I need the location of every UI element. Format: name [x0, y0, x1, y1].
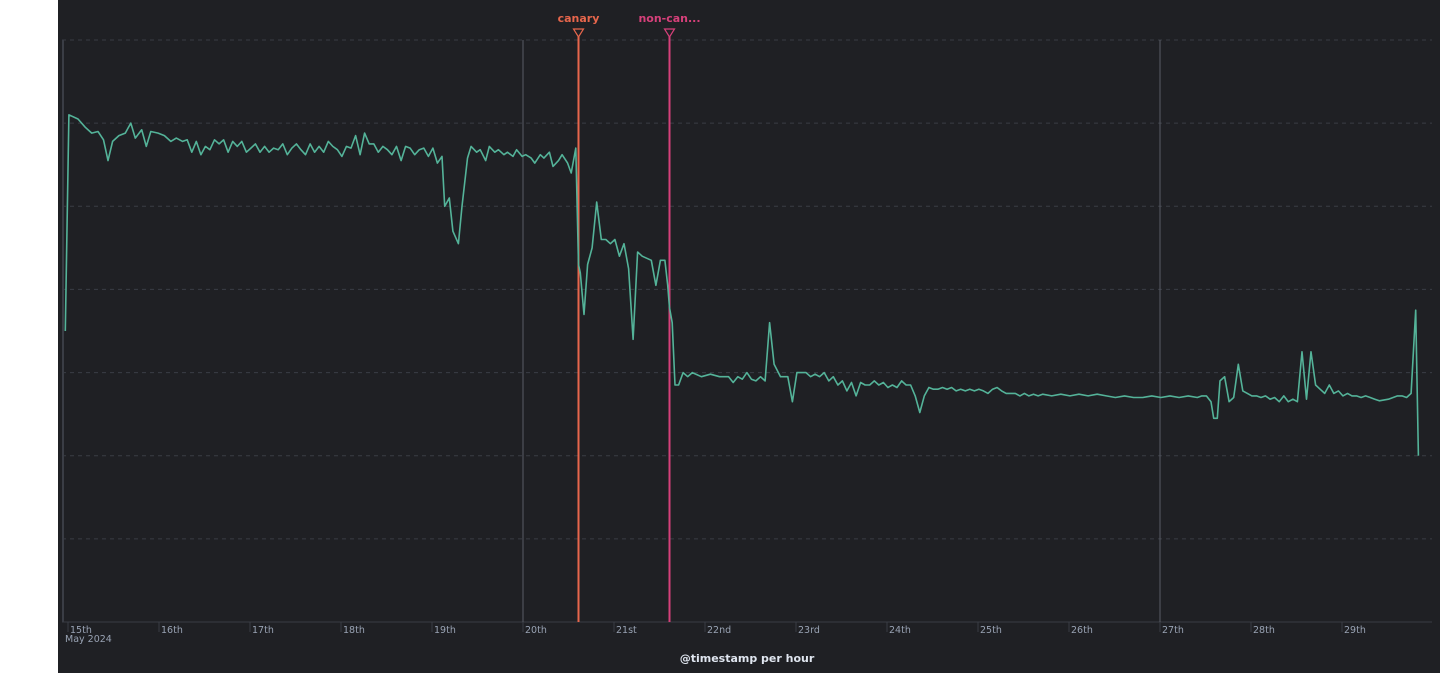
- x-tick-label: 22nd: [707, 625, 731, 636]
- x-tick-label: 16th: [161, 625, 183, 636]
- x-tick-label: 24th: [889, 625, 911, 636]
- x-tick-label: 15th: [70, 625, 92, 636]
- x-tick-label: 26th: [1071, 625, 1093, 636]
- annotation-marker-icon[interactable]: [663, 28, 676, 39]
- x-tick-label: 21st: [616, 625, 637, 636]
- annotation-label: non-can...: [638, 12, 700, 25]
- series-line: [64, 114, 1420, 456]
- gridlines: [62, 39, 1432, 623]
- x-tick-label: 17th: [252, 625, 274, 636]
- x-tick-label: 28th: [1253, 625, 1275, 636]
- x-tick-label: 29th: [1344, 625, 1366, 636]
- x-tick-label: 19th: [434, 625, 456, 636]
- x-tick-label: 18th: [343, 625, 365, 636]
- annotation-label: canary: [558, 12, 600, 25]
- x-axis-title: @timestamp per hour: [680, 652, 815, 665]
- x-tick-label: 27th: [1162, 625, 1184, 636]
- annotations: canary non-can...: [558, 12, 701, 622]
- week-markers: [522, 40, 1161, 622]
- x-tick-label: 23rd: [798, 625, 820, 636]
- series-layer: [64, 114, 1420, 456]
- chart-panel: canary non-can... 15th May 2024 16th 17th 18t…: [58, 0, 1440, 673]
- x-tick-label: 25th: [980, 625, 1002, 636]
- annotation-marker-icon[interactable]: [572, 28, 585, 39]
- x-tick-sublabel: May 2024: [65, 634, 112, 645]
- x-tick-label: 20th: [525, 625, 547, 636]
